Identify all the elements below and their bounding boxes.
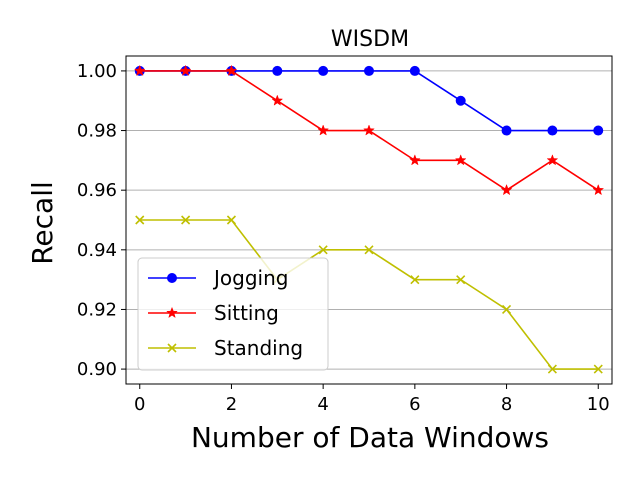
data-point-jogging [455, 95, 466, 106]
legend-label-sitting: Sitting [214, 301, 279, 325]
data-point-standing [318, 245, 328, 255]
data-point-standing [410, 275, 420, 285]
y-tick-label: 0.92 [77, 299, 117, 320]
data-point-standing [593, 364, 603, 374]
y-tick-label: 1.00 [77, 61, 117, 82]
x-tick-label: 2 [226, 394, 237, 415]
x-tick-label: 4 [317, 394, 328, 415]
data-point-jogging [364, 65, 374, 76]
data-point-sitting [225, 64, 238, 76]
x-tick-label: 0 [134, 394, 145, 415]
series-sitting [133, 64, 605, 196]
legend-marker-sitting [166, 306, 178, 319]
axis-ticks: 0.90 0.92 0.94 0.96 0.98 1.00 0 2 4 6 8 10 [77, 61, 610, 415]
legend: Jogging Sitting Standing [137, 257, 329, 371]
plot-frame [125, 55, 613, 385]
x-tick-label: 8 [501, 394, 512, 415]
chart-title: WISDM [331, 27, 409, 52]
x-tick-label: 10 [587, 394, 610, 415]
data-point-standing [135, 215, 145, 225]
legend-marker-jogging [167, 273, 177, 283]
data-point-standing [456, 275, 466, 285]
data-point-jogging [272, 65, 283, 76]
series-lines [133, 64, 605, 374]
data-point-jogging [547, 125, 558, 136]
data-point-standing [226, 215, 237, 225]
data-point-standing [547, 364, 557, 374]
data-point-sitting [133, 64, 146, 76]
data-point-sitting [317, 124, 330, 136]
data-point-sitting [546, 154, 559, 166]
data-point-sitting [592, 183, 605, 196]
data-point-sitting [454, 154, 467, 166]
y-tick-label: 0.98 [77, 121, 117, 142]
data-point-sitting [500, 183, 513, 196]
y-tick-label: 0.96 [77, 180, 117, 201]
data-point-jogging [409, 65, 420, 76]
series-standing [135, 215, 603, 374]
data-point-standing [501, 304, 512, 315]
data-point-standing [181, 215, 191, 225]
x-axis-label: Number of Data Windows [191, 421, 549, 454]
legend-label-standing: Standing [214, 336, 303, 360]
data-point-sitting [179, 64, 192, 76]
x-tick-label: 6 [409, 394, 420, 415]
data-point-jogging [318, 65, 329, 76]
data-point-jogging [501, 125, 512, 136]
y-axis-label: Recall [26, 181, 59, 265]
legend-label-jogging: Jogging [212, 266, 288, 290]
legend-marker-standing [167, 343, 177, 353]
data-point-sitting [271, 94, 284, 106]
y-tick-label: 0.90 [77, 359, 117, 380]
data-point-jogging [593, 125, 604, 136]
series-line-jogging [139, 70, 599, 132]
data-point-standing [364, 245, 374, 255]
legend-box [137, 257, 329, 371]
data-point-sitting [408, 154, 421, 166]
y-tick-label: 0.94 [77, 240, 117, 261]
data-point-sitting [363, 124, 375, 136]
